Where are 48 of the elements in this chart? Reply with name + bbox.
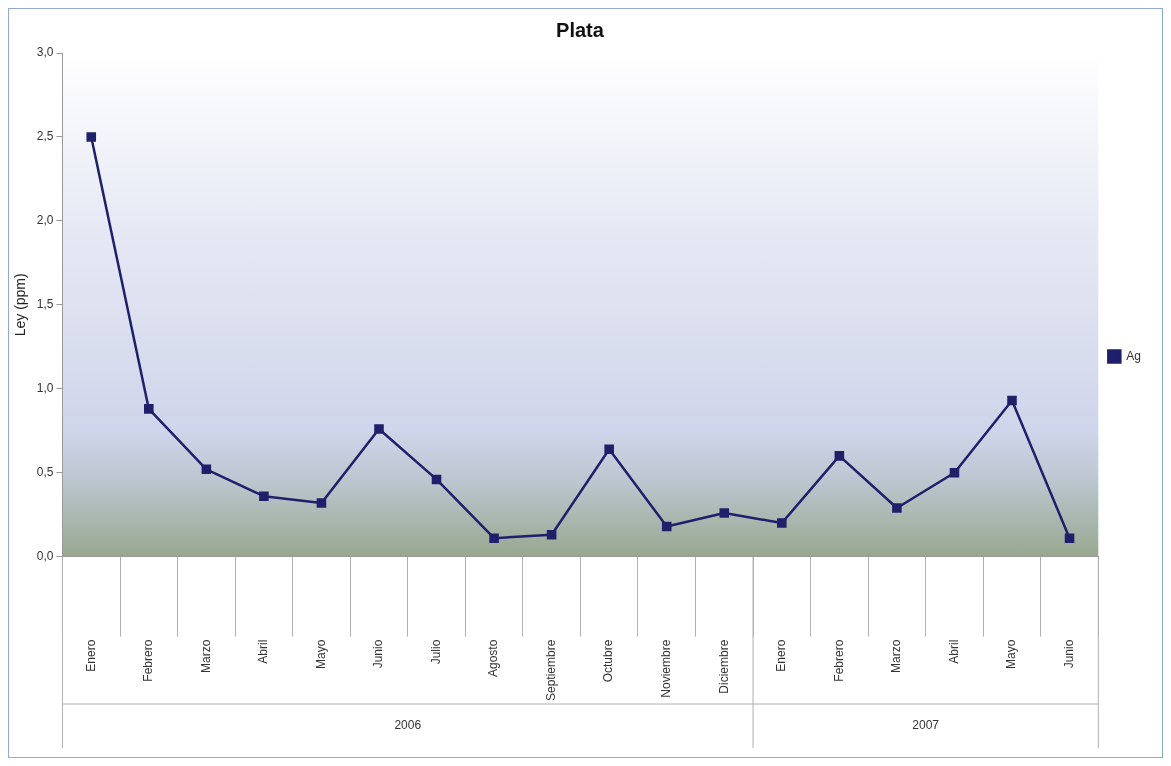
x-tick-label: Agosto (486, 639, 501, 677)
text: 2006 (394, 718, 422, 733)
x-tick-label: Junio (1061, 639, 1076, 669)
x-tick-label: Marzo (889, 639, 904, 673)
x-tick-label: Febrero (831, 639, 846, 682)
point (949, 467, 960, 478)
point (777, 518, 787, 528)
y-tick-label: 0,0 (36, 548, 54, 563)
point (892, 503, 902, 513)
point (719, 508, 730, 518)
point (86, 132, 97, 142)
point (1064, 533, 1075, 543)
x-tick-label: Abril (256, 639, 271, 664)
x-tick-label: Julio (428, 639, 443, 665)
point (259, 491, 269, 501)
y-tick-label: 1,0 (36, 381, 54, 396)
x-tick-label: Abril (946, 639, 961, 664)
point (1007, 395, 1017, 406)
y-axis-title: Ley (ppm) (12, 273, 29, 337)
x-tick-label: Febrero (141, 639, 156, 682)
x-tick-label: Diciembre (716, 639, 731, 694)
x-tick-label: Mayo (1004, 639, 1019, 669)
x-tick-label: Mayo (313, 639, 328, 669)
legend-label: Ag (1126, 348, 1142, 363)
point (201, 464, 212, 475)
x-tick-label: Noviembre (659, 639, 674, 698)
y-tick-label: 1,5 (36, 297, 54, 312)
x-tick-label: Septiembre (543, 639, 558, 702)
point (604, 444, 614, 454)
y-tick-label: 0,5 (36, 465, 54, 480)
y-tick-label: 3,0 (36, 45, 54, 60)
x-tick-label: Enero (83, 639, 98, 672)
point (144, 404, 154, 414)
x-tick-label: Marzo (198, 639, 213, 673)
point (316, 498, 327, 508)
y-tick-label: 2,5 (36, 129, 54, 144)
point (834, 451, 845, 461)
y-tick-label: 2,0 (36, 213, 54, 228)
point (374, 424, 384, 434)
point (431, 474, 442, 485)
point (546, 530, 557, 540)
point (489, 533, 499, 543)
text: 2007 (912, 718, 940, 733)
x-tick-label: Enero (774, 639, 789, 672)
chart-title: Plata (556, 18, 605, 41)
x-tick-label: Octubre (601, 639, 616, 683)
x-tick-label: Junio (371, 639, 386, 669)
point (661, 521, 672, 532)
